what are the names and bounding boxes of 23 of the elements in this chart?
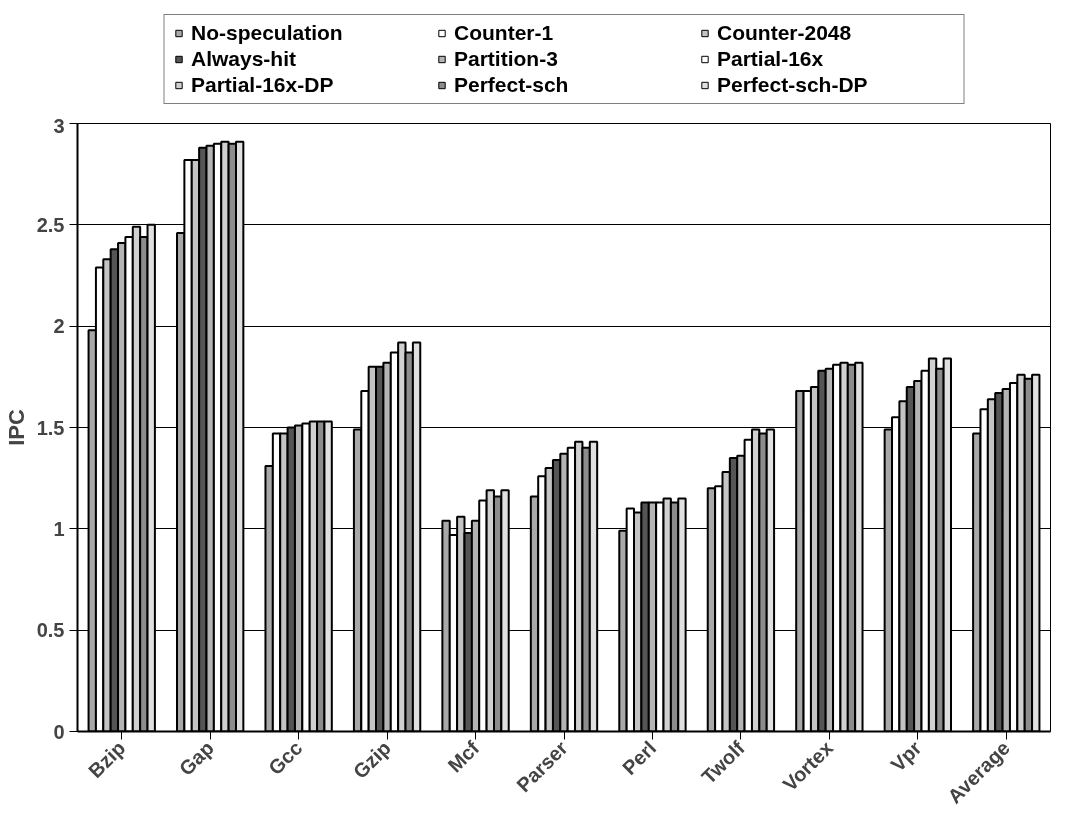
y-tick-label: 2	[53, 315, 65, 338]
y-axis-title: IPC	[3, 409, 29, 446]
y-tick-label: 1.5	[36, 416, 65, 439]
x-tick-label: Bzip	[84, 736, 130, 783]
y-tick-label: 0.5	[36, 619, 65, 642]
legend-label: Counter-1	[454, 21, 555, 45]
legend-label: Partition-3	[454, 47, 559, 71]
legend-label: Perfect-sch	[454, 73, 570, 97]
legend-label: Perfect-sch-DP	[717, 73, 869, 97]
legend-label: Partial-16x-DP	[191, 73, 335, 97]
legend-label: No-speculation	[191, 21, 344, 45]
y-tick-label: 2.5	[36, 213, 65, 236]
legend-label: Always-hit	[191, 47, 298, 71]
y-tick-label: 0	[53, 720, 65, 743]
x-tick-label: Gcc	[264, 736, 307, 780]
y-tick-label: 1	[53, 517, 65, 540]
legend-label: Counter-2048	[717, 21, 853, 45]
y-tick-label: 3	[53, 114, 65, 137]
legend-label: Partial-16x	[717, 47, 825, 71]
x-tick-label: Vpr	[886, 736, 926, 776]
x-tick-label: Gap	[174, 736, 218, 780]
x-tick-label: Gzip	[348, 736, 395, 783]
x-tick-label: Mcf	[443, 736, 484, 777]
